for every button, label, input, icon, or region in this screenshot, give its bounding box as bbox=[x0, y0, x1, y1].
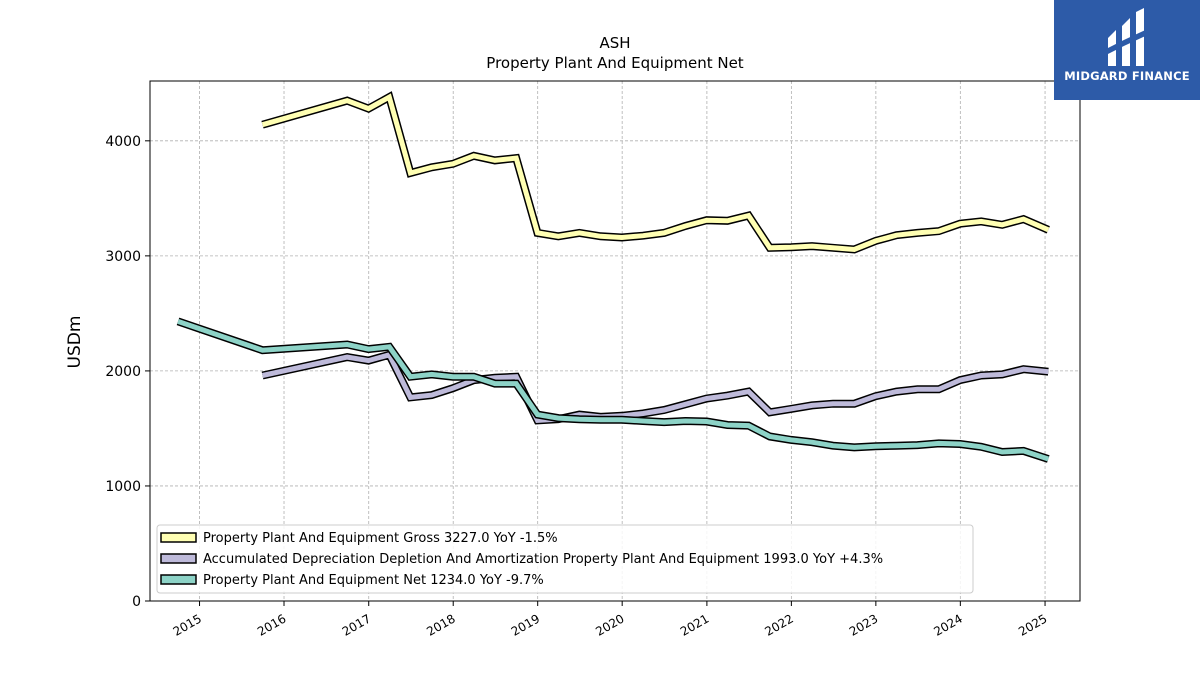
grid bbox=[150, 81, 1080, 601]
legend-entry: Property Plant And Equipment Net 1234.0 … bbox=[203, 573, 544, 588]
logo-text: MIDGARD FINANCE bbox=[1064, 69, 1190, 83]
series-line-outline bbox=[261, 91, 1050, 254]
y-tick-label: 3000 bbox=[105, 249, 141, 265]
x-tick-label: 2015 bbox=[171, 611, 204, 638]
x-tick-label: 2018 bbox=[424, 611, 457, 638]
x-tick-label: 2021 bbox=[678, 611, 711, 638]
series-layer bbox=[176, 91, 1050, 463]
legend-frame bbox=[156, 524, 974, 594]
y-tick-label: 1000 bbox=[105, 479, 141, 495]
legend: Property Plant And Equipment Gross 3227.… bbox=[156, 524, 974, 594]
x-tick-label: 2022 bbox=[762, 611, 795, 638]
legend-swatch bbox=[160, 574, 197, 585]
x-tick-label: 2017 bbox=[340, 611, 373, 638]
x-tick-label: 2023 bbox=[847, 611, 880, 638]
plot-frame bbox=[149, 80, 1081, 602]
x-tick-label: 2024 bbox=[931, 611, 964, 638]
logo-mark-icon bbox=[1104, 8, 1150, 66]
series-line bbox=[261, 350, 1049, 425]
x-tick-label: 2025 bbox=[1016, 611, 1049, 638]
y-axis-label: USDm bbox=[65, 316, 85, 369]
x-tick-label: 2016 bbox=[255, 611, 288, 638]
series-line-core bbox=[261, 93, 1050, 253]
y-tick-label: 0 bbox=[132, 594, 141, 610]
legend-swatch bbox=[160, 532, 197, 543]
chart-subtitle: Property Plant And Equipment Net bbox=[486, 54, 743, 72]
x-tick-label: 2019 bbox=[509, 611, 542, 638]
legend-entry: Accumulated Depreciation Depletion And A… bbox=[203, 552, 883, 567]
legend-entry: Property Plant And Equipment Gross 3227.… bbox=[203, 531, 558, 546]
y-axis: 0 1000 2000 3000 4000 bbox=[105, 134, 150, 610]
series-line bbox=[176, 317, 1050, 463]
series-line bbox=[261, 91, 1050, 254]
y-tick-label: 2000 bbox=[105, 364, 141, 380]
legend-swatch bbox=[160, 553, 197, 564]
series-line-core bbox=[177, 319, 1050, 462]
x-tick-label: 2020 bbox=[593, 611, 626, 638]
x-axis: 2015 2016 2017 2018 2019 2020 2021 2022 2023 2024… bbox=[171, 601, 1050, 639]
chart-title: ASH bbox=[599, 34, 630, 52]
series-line-core bbox=[261, 351, 1049, 423]
brand-logo: MIDGARD FINANCE bbox=[1054, 0, 1200, 100]
y-tick-label: 4000 bbox=[105, 134, 141, 150]
